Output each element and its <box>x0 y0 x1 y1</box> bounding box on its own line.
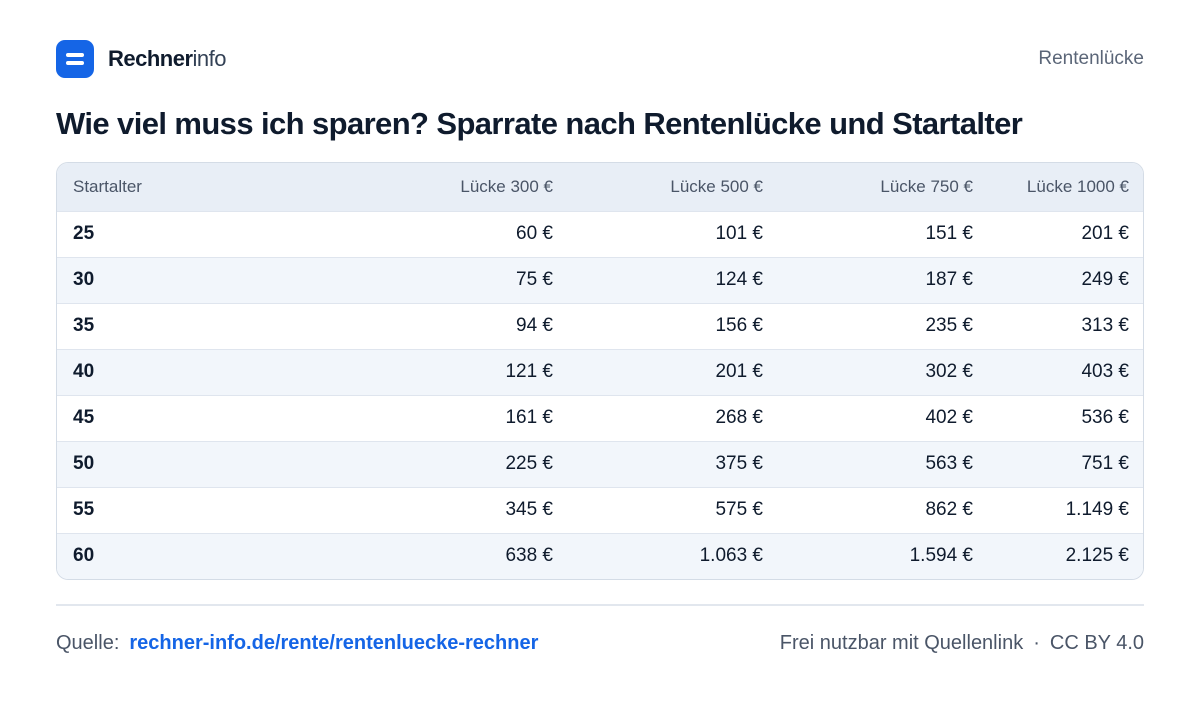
table-cell: 345 € <box>505 499 553 520</box>
table-cell: 862 € <box>925 499 973 520</box>
table-cell: 60 € <box>516 223 553 244</box>
table-cell: 302 € <box>925 361 973 382</box>
table-cell: 235 € <box>925 315 973 336</box>
table-cell: 313 € <box>1081 315 1129 336</box>
table-cell: 751 € <box>1081 453 1129 474</box>
table-cell: 268 € <box>715 407 763 428</box>
column-header-luecke-1000: Lücke 1000 € <box>1026 176 1129 196</box>
table-cell: 536 € <box>1081 407 1129 428</box>
table-cell: 563 € <box>925 453 973 474</box>
table-cell: 201 € <box>715 361 763 382</box>
table-cell: 101 € <box>715 223 763 244</box>
table-cell: 575 € <box>715 499 763 520</box>
table-row: 55 345 € 575 € 862 € 1.149 € <box>57 487 1143 533</box>
table-row: 30 75 € 124 € 187 € 249 € <box>57 257 1143 303</box>
table-cell: 1.594 € <box>909 545 973 567</box>
table-cell: 75 € <box>516 269 553 290</box>
source-label: Quelle: <box>56 631 120 654</box>
table-cell: 375 € <box>715 453 763 474</box>
row-age: 30 <box>73 269 95 290</box>
table-cell: 402 € <box>925 407 973 428</box>
table-row: 60 638 € 1.063 € 1.594 € 2.125 € <box>57 533 1143 579</box>
row-age: 60 <box>73 545 95 567</box>
source-link[interactable]: rechner-info.de/rente/rentenluecke-rechn… <box>129 631 539 654</box>
table-cell: 403 € <box>1081 361 1129 382</box>
license-name: CC BY 4.0 <box>1049 631 1144 654</box>
brand-name-light: info <box>192 46 227 71</box>
table-cell: 225 € <box>505 453 553 474</box>
row-age: 50 <box>73 453 95 474</box>
table-header-row: Startalter Lücke 300 € Lücke 500 € Lücke… <box>57 163 1143 211</box>
table-row: 25 60 € 101 € 151 € 201 € <box>57 211 1143 257</box>
column-header-startalter: Startalter <box>73 176 142 196</box>
table-cell: 1.063 € <box>699 545 763 567</box>
column-header-luecke-500: Lücke 500 € <box>670 176 763 196</box>
table-cell: 187 € <box>925 269 973 290</box>
table-cell: 121 € <box>505 361 553 382</box>
table-cell: 161 € <box>505 407 553 428</box>
source: Quelle: rechner-info.de/rente/rentenluec… <box>56 632 538 655</box>
table-cell: 638 € <box>505 545 553 567</box>
column-header-luecke-300: Lücke 300 € <box>460 176 553 196</box>
table-cell: 201 € <box>1081 223 1129 244</box>
section-label: Rentenlücke <box>1038 48 1144 69</box>
row-age: 45 <box>73 407 95 428</box>
page-title: Wie viel muss ich sparen? Sparrate nach … <box>56 106 1023 141</box>
table-cell: 2.125 € <box>1065 545 1129 567</box>
brand[interactable]: Rechnerinfo <box>56 40 227 78</box>
table-row: 50 225 € 375 € 563 € 751 € <box>57 441 1143 487</box>
table-cell: 156 € <box>715 315 763 336</box>
table-cell: 94 € <box>516 315 553 336</box>
table-row: 35 94 € 156 € 235 € 313 € <box>57 303 1143 349</box>
separator-dot: · <box>1033 631 1040 654</box>
page-footer: Quelle: rechner-info.de/rente/rentenluec… <box>56 628 1144 658</box>
column-header-luecke-750: Lücke 750 € <box>880 176 973 196</box>
table-cell: 249 € <box>1081 269 1129 290</box>
license-info: Frei nutzbar mit Quellenlink · CC BY 4.0 <box>780 632 1144 655</box>
table-row: 40 121 € 201 € 302 € 403 € <box>57 349 1143 395</box>
row-age: 35 <box>73 315 95 336</box>
table-row: 45 161 € 268 € 402 € 536 € <box>57 395 1143 441</box>
table-cell: 151 € <box>925 223 973 244</box>
license-text: Frei nutzbar mit Quellenlink <box>779 631 1024 654</box>
brand-name: Rechnerinfo <box>108 46 227 72</box>
table-cell: 1.149 € <box>1065 499 1129 520</box>
footer-divider <box>56 604 1144 606</box>
table-cell: 124 € <box>715 269 763 290</box>
row-age: 25 <box>73 223 95 244</box>
savings-table-container: Startalter Lücke 300 € Lücke 500 € Lücke… <box>56 162 1144 580</box>
row-age: 40 <box>73 361 95 382</box>
row-age: 55 <box>73 499 95 520</box>
savings-table: Startalter Lücke 300 € Lücke 500 € Lücke… <box>57 163 1143 579</box>
logo-icon <box>56 40 94 78</box>
brand-name-strong: Rechner <box>108 46 193 71</box>
page-header: Rechnerinfo Rentenlücke <box>56 40 1144 78</box>
